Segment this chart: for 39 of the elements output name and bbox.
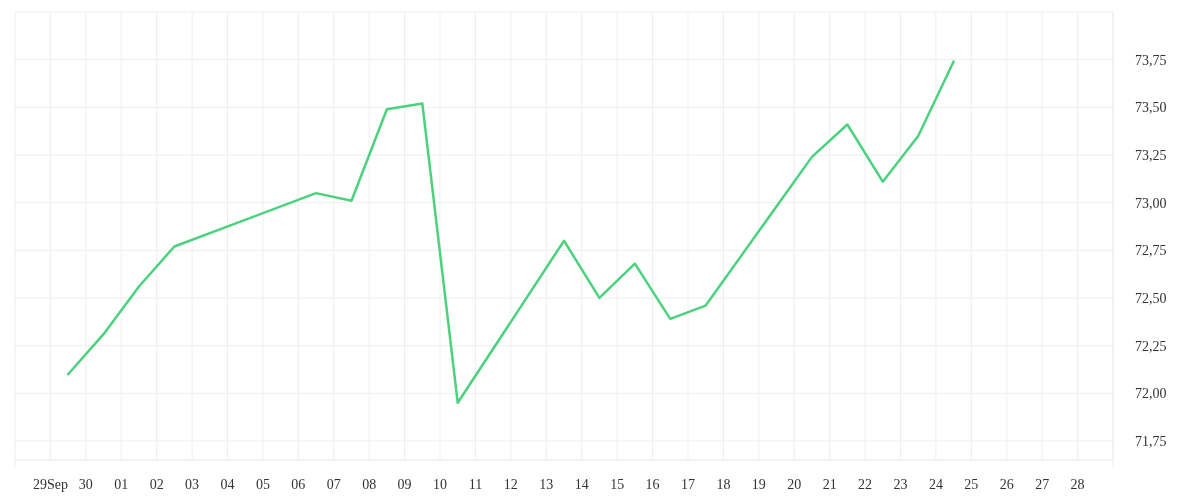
x-tick-label: 15: [610, 476, 625, 492]
x-tick-label: 06: [291, 476, 306, 492]
y-tick-label: 72,25: [1135, 338, 1167, 354]
x-tick-label: 18: [716, 476, 731, 492]
x-tick-label: 11: [468, 476, 483, 492]
x-tick-label: 01: [114, 476, 129, 492]
y-tick-label: 72,50: [1135, 290, 1167, 306]
x-tick-label: 25: [964, 476, 979, 492]
x-tick-label: 02: [149, 476, 164, 492]
x-tick-label: 19: [751, 476, 766, 492]
x-tick-label: 05: [255, 476, 270, 492]
x-tick-label: 10: [433, 476, 448, 492]
y-tick-label: 73,50: [1135, 100, 1167, 116]
x-tick-label: 12: [503, 476, 518, 492]
x-tick-label: 22: [858, 476, 873, 492]
x-tick-label: 27: [1035, 476, 1050, 492]
x-tick-label: 16: [645, 476, 660, 492]
x-tick-label: 29Sep: [32, 476, 68, 492]
x-tick-label: 21: [822, 476, 837, 492]
y-tick-label: 73,00: [1135, 195, 1167, 211]
y-tick-label: 71,75: [1135, 433, 1167, 449]
x-tick-label: 09: [397, 476, 412, 492]
x-tick-label: 30: [78, 476, 93, 492]
x-tick-label: 26: [999, 476, 1014, 492]
y-tick-label: 73,75: [1135, 52, 1167, 68]
x-tick-label: 23: [893, 476, 908, 492]
x-tick-label: 20: [787, 476, 802, 492]
y-tick-label: 72,00: [1135, 386, 1167, 402]
x-tick-label: 03: [185, 476, 200, 492]
x-tick-label: 13: [539, 476, 554, 492]
y-tick-label: 73,25: [1135, 147, 1167, 163]
x-tick-label: 17: [680, 476, 695, 492]
x-tick-label: 04: [220, 476, 235, 492]
x-tick-label: 07: [326, 476, 341, 492]
x-tick-label: 08: [362, 476, 377, 492]
x-tick-label: 14: [574, 476, 589, 492]
x-tick-label: 24: [928, 476, 943, 492]
x-tick-label: 28: [1070, 476, 1085, 492]
y-tick-label: 72,75: [1135, 243, 1167, 259]
